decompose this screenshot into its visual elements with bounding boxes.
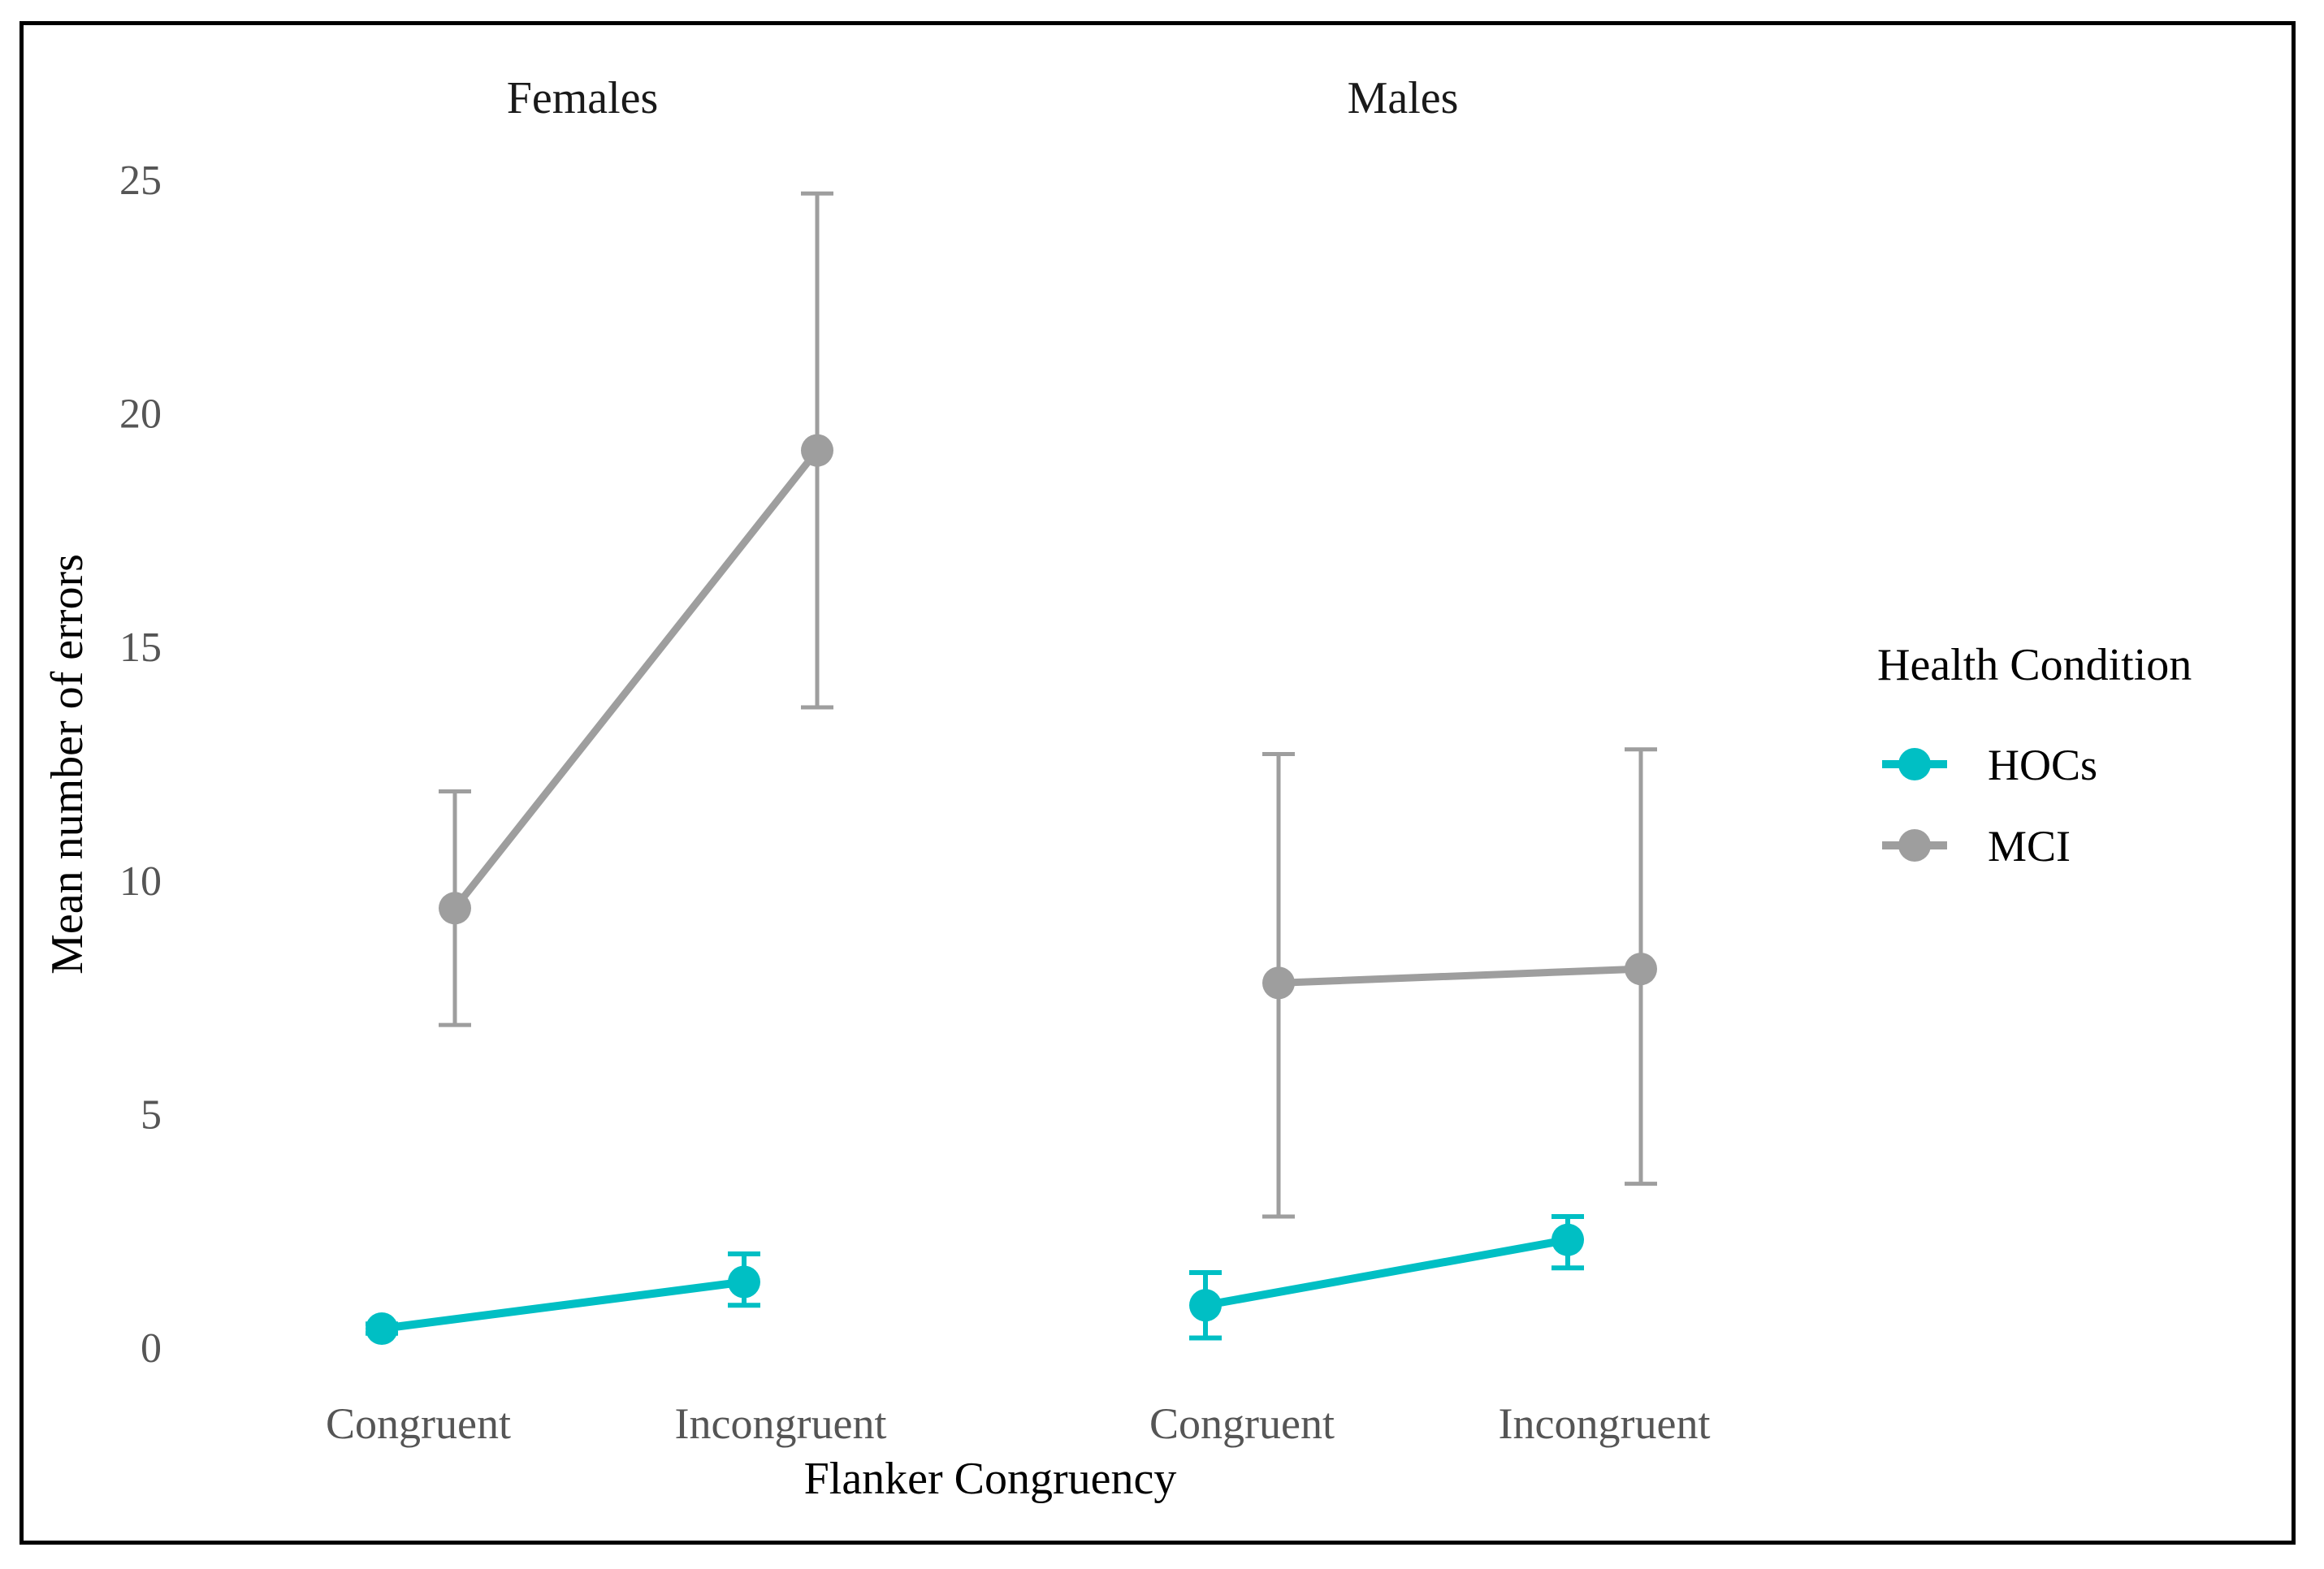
y-tick-label: 5	[141, 1091, 162, 1138]
chart-svg: Females Males Mean number of errors Flan…	[42, 73, 2192, 1504]
facet-title-males: Males	[1348, 73, 1459, 123]
legend: Health Condition HOCs MCI	[1877, 640, 2192, 871]
x-axis-title: Flanker Congruency	[804, 1454, 1177, 1504]
series-line	[1201, 1235, 1572, 1310]
series-line	[451, 447, 821, 912]
y-axis-title: Mean number of errors	[42, 554, 93, 975]
legend-items: HOCs MCI	[1882, 741, 2097, 871]
data-point	[1551, 1223, 1584, 1256]
facet-title-females: Females	[507, 73, 659, 123]
legend-key-point	[1898, 829, 1931, 862]
y-tick-label: 15	[119, 625, 162, 671]
x-tick-label: Incongruent	[1499, 1399, 1711, 1448]
chart-frame: Females Males Mean number of errors Flan…	[19, 21, 2296, 1545]
x-tick-label: Incongruent	[675, 1399, 887, 1448]
data-marks	[366, 191, 1657, 1345]
y-tick-label: 20	[119, 391, 162, 438]
legend-title: Health Condition	[1877, 640, 2192, 690]
legend-label: MCI	[1988, 822, 2071, 871]
y-tick-label: 10	[119, 858, 162, 905]
series-line	[378, 1277, 748, 1333]
data-point	[1262, 966, 1295, 1000]
y-axis-ticks: 0 5 10 15 20 25	[119, 158, 162, 1372]
data-point	[801, 434, 833, 467]
data-point	[366, 1312, 398, 1345]
x-axis-ticks: Congruent Incongruent Congruent Incongruent	[326, 1399, 1710, 1448]
data-point	[1625, 953, 1657, 986]
data-point	[439, 892, 471, 925]
series-line	[1275, 965, 1645, 987]
y-tick-label: 0	[141, 1325, 162, 1372]
y-tick-label: 25	[119, 158, 162, 204]
data-point	[728, 1265, 760, 1299]
x-tick-label: Congruent	[1149, 1399, 1335, 1448]
legend-key-point	[1898, 748, 1931, 780]
x-tick-label: Congruent	[326, 1399, 511, 1448]
legend-label: HOCs	[1988, 741, 2097, 789]
data-point	[1189, 1289, 1222, 1322]
